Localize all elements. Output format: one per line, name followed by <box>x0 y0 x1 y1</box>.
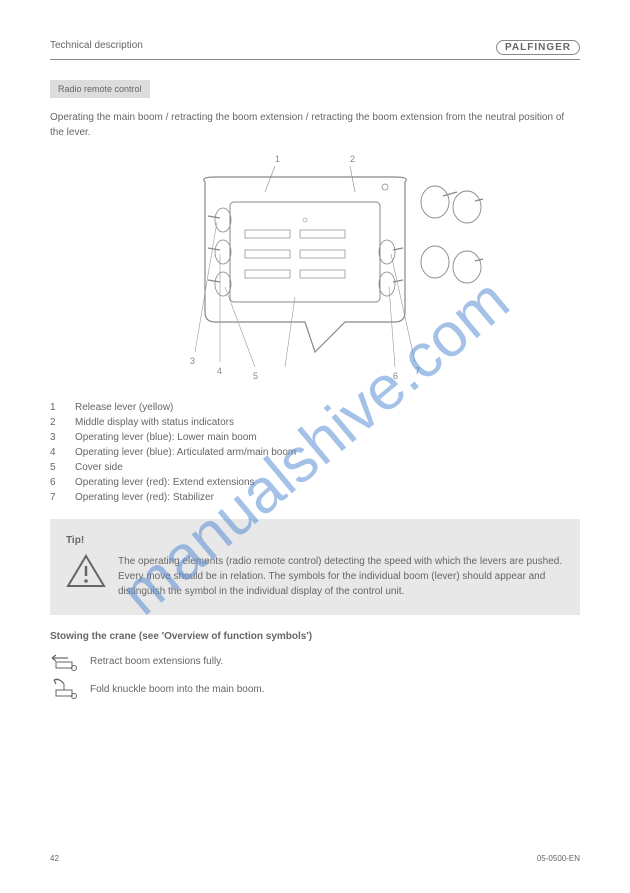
list-item: 5Cover side <box>50 462 580 473</box>
page-footer: 42 05-0500-EN <box>50 854 580 863</box>
instruction-text: Retract boom extensions fully. <box>90 656 223 667</box>
item-list: 1Release lever (yellow) 2Middle display … <box>50 402 580 503</box>
section-label: Radio remote control <box>50 80 150 98</box>
warning-icon <box>66 554 106 590</box>
list-item: 1Release lever (yellow) <box>50 402 580 413</box>
page-number: 42 <box>50 854 59 863</box>
list-item: 2Middle display with status indicators <box>50 417 580 428</box>
svg-text:6: 6 <box>393 371 398 381</box>
svg-text:1: 1 <box>275 154 280 164</box>
page-header: Technical description PALFINGER <box>50 40 580 60</box>
svg-text:7: 7 <box>415 366 420 376</box>
control-diagram: 1 2 <box>50 152 580 382</box>
instruction-row: Retract boom extensions fully. <box>50 650 580 672</box>
doc-title: Technical description <box>50 40 143 51</box>
list-item: 4Operating lever (blue): Articulated arm… <box>50 447 580 458</box>
svg-text:2: 2 <box>350 154 355 164</box>
instruction-row: Fold knuckle boom into the main boom. <box>50 676 580 702</box>
instruction-text: Fold knuckle boom into the main boom. <box>90 684 265 695</box>
brand-logo: PALFINGER <box>496 40 580 55</box>
tip-text: The operating elements (radio remote con… <box>118 554 564 599</box>
doc-code: 05-0500-EN <box>537 854 580 863</box>
svg-text:4: 4 <box>217 366 222 376</box>
tip-box: Tip! The operating elements (radio remot… <box>50 519 580 615</box>
remote-control-illustration: 1 2 <box>145 152 485 382</box>
tip-title: Tip! <box>66 535 564 546</box>
list-item: 3Operating lever (blue): Lower main boom <box>50 432 580 443</box>
svg-text:3: 3 <box>190 356 195 366</box>
list-item: 7Operating lever (red): Stabilizer <box>50 492 580 503</box>
retract-icon <box>50 650 80 672</box>
list-item: 6Operating lever (red): Extend extension… <box>50 477 580 488</box>
svg-text:5: 5 <box>253 371 258 381</box>
fold-icon <box>50 676 80 702</box>
intro-text: Operating the main boom / retracting the… <box>50 110 580 140</box>
stowing-title: Stowing the crane (see 'Overview of func… <box>50 631 580 642</box>
